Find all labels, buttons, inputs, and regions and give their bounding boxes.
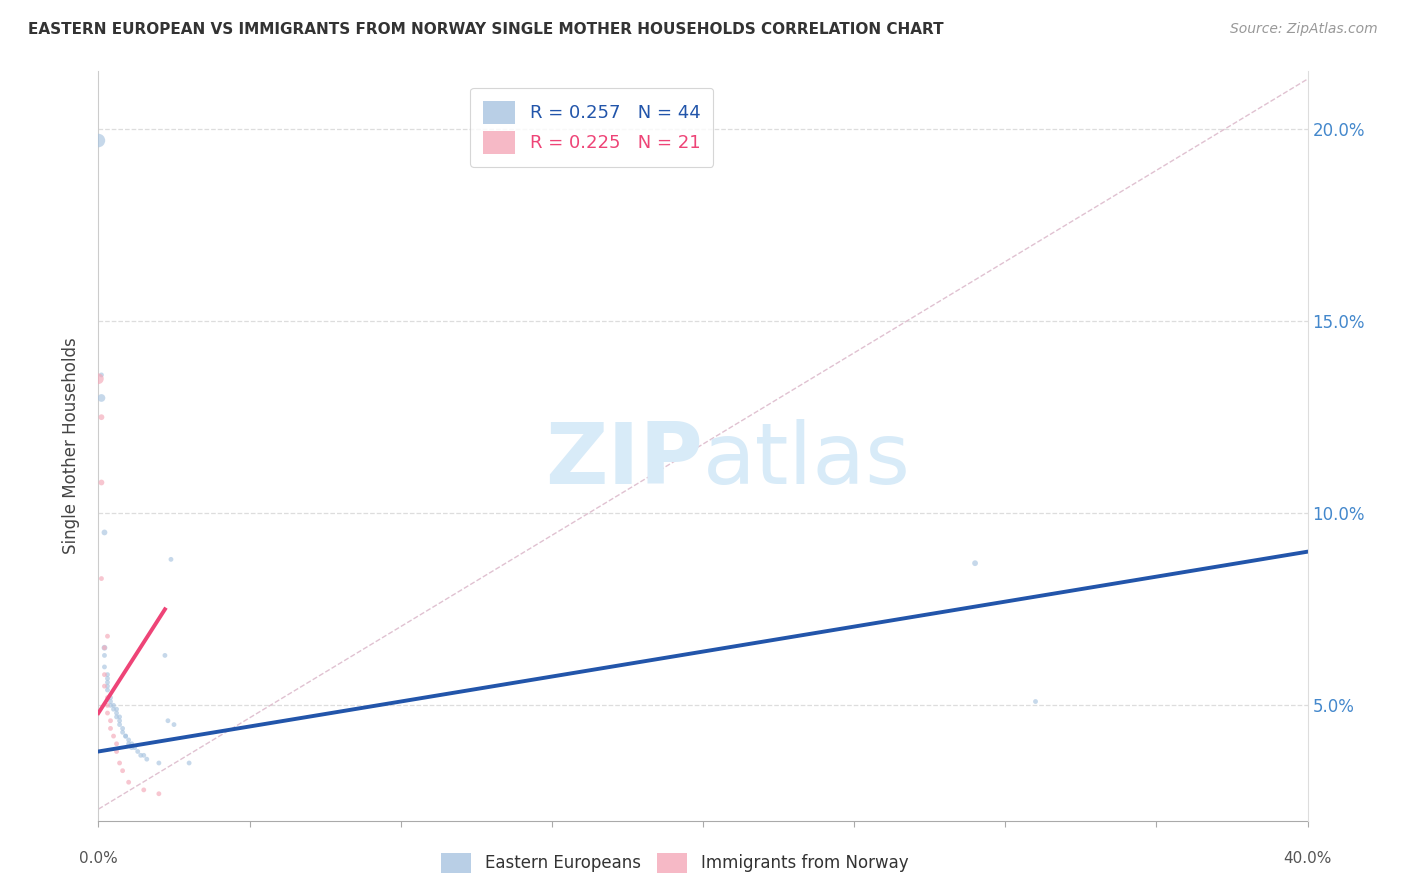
Point — [96, 675, 118, 690]
Point — [96, 629, 118, 643]
Point — [114, 729, 136, 743]
Point — [100, 690, 122, 705]
Point — [111, 764, 134, 778]
Point — [105, 710, 128, 724]
Point — [90, 368, 112, 382]
Point — [100, 694, 122, 708]
Point — [118, 775, 141, 789]
Point — [87, 372, 110, 386]
Point — [1024, 694, 1046, 708]
Point — [103, 729, 125, 743]
Legend: Eastern Europeans, Immigrants from Norway: Eastern Europeans, Immigrants from Norwa… — [434, 847, 915, 880]
Point — [156, 714, 179, 728]
Point — [105, 744, 128, 758]
Legend: R = 0.257   N = 44, R = 0.225   N = 21: R = 0.257 N = 44, R = 0.225 N = 21 — [470, 88, 713, 167]
Point — [118, 737, 141, 751]
Text: atlas: atlas — [703, 419, 911, 502]
Point — [160, 552, 183, 566]
Text: ZIP: ZIP — [546, 419, 703, 502]
Point — [93, 640, 115, 655]
Point — [93, 660, 115, 674]
Point — [96, 683, 118, 698]
Point — [90, 475, 112, 490]
Point — [90, 572, 112, 586]
Point — [103, 698, 125, 713]
Point — [100, 698, 122, 713]
Point — [179, 756, 201, 770]
Point — [103, 702, 125, 716]
Point — [108, 756, 131, 770]
Point — [111, 722, 134, 736]
Point — [114, 729, 136, 743]
Point — [148, 756, 170, 770]
Point — [127, 744, 149, 758]
Point — [111, 725, 134, 739]
Y-axis label: Single Mother Households: Single Mother Households — [62, 338, 80, 554]
Point — [163, 717, 186, 731]
Text: EASTERN EUROPEAN VS IMMIGRANTS FROM NORWAY SINGLE MOTHER HOUSEHOLDS CORRELATION : EASTERN EUROPEAN VS IMMIGRANTS FROM NORW… — [28, 22, 943, 37]
Text: 40.0%: 40.0% — [1284, 851, 1331, 866]
Point — [87, 134, 110, 148]
Point — [121, 740, 143, 755]
Point — [108, 710, 131, 724]
Point — [135, 752, 157, 766]
Point — [96, 698, 118, 713]
Point — [93, 648, 115, 663]
Point — [132, 783, 155, 797]
Point — [153, 648, 176, 663]
Point — [93, 667, 115, 681]
Point — [105, 737, 128, 751]
Point — [105, 702, 128, 716]
Point — [96, 690, 118, 705]
Point — [90, 391, 112, 405]
Point — [132, 748, 155, 763]
Point — [93, 679, 115, 693]
Point — [148, 787, 170, 801]
Point — [90, 410, 112, 425]
Point — [108, 717, 131, 731]
Point — [100, 722, 122, 736]
Point — [108, 714, 131, 728]
Point — [124, 740, 146, 755]
Point — [129, 748, 152, 763]
Point — [121, 737, 143, 751]
Point — [96, 667, 118, 681]
Point — [93, 640, 115, 655]
Point — [105, 706, 128, 720]
Point — [96, 706, 118, 720]
Point — [100, 714, 122, 728]
Point — [93, 525, 115, 540]
Point — [965, 556, 987, 570]
Point — [96, 679, 118, 693]
Point — [118, 733, 141, 747]
Point — [96, 672, 118, 686]
Text: 0.0%: 0.0% — [79, 851, 118, 866]
Text: Source: ZipAtlas.com: Source: ZipAtlas.com — [1230, 22, 1378, 37]
